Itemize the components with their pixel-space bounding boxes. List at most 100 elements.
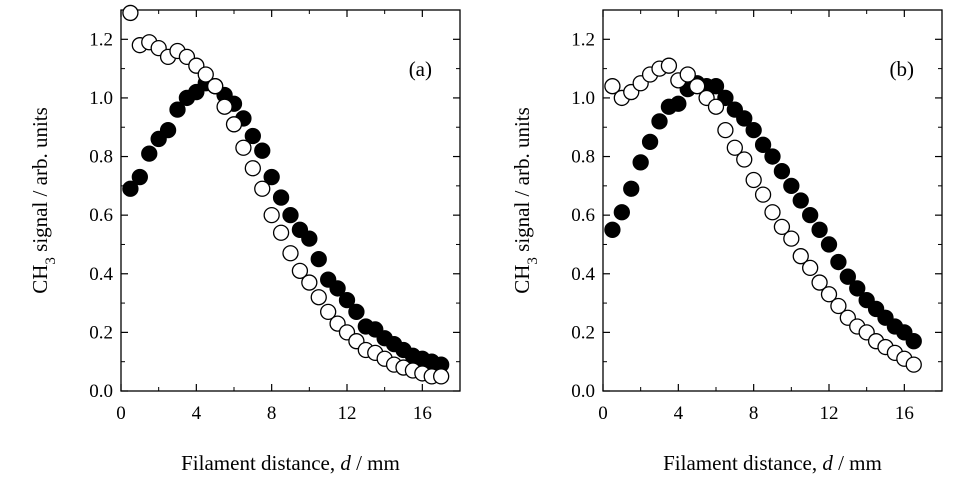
data-point-open xyxy=(679,66,696,83)
data-point-filled xyxy=(131,168,148,186)
data-point-open xyxy=(820,286,838,303)
data-point-open xyxy=(604,78,621,95)
data-point-filled xyxy=(338,291,356,309)
data-point-filled xyxy=(272,189,290,206)
data-point-filled xyxy=(905,333,922,350)
data-point-open xyxy=(802,259,819,277)
x-axis-title: Filament distance, d / mm xyxy=(663,451,882,475)
y-tick-label: 1.2 xyxy=(89,29,113,50)
data-point-open xyxy=(905,356,922,373)
y-tick-label: 1.0 xyxy=(89,88,113,109)
data-point-filled xyxy=(707,78,725,95)
panel-label: (a) xyxy=(409,57,432,81)
x-tick-label: 16 xyxy=(413,403,432,424)
chart-panel-b: 0 4 8 12 16 0.0 0.2 0.4 0.6 0.8 1.0 1.2 Filament dis… xyxy=(510,9,943,475)
x-tick-label: 4 xyxy=(674,403,684,424)
data-point-open xyxy=(433,368,450,385)
y-tick-label: 0.0 xyxy=(571,381,595,402)
data-point-open xyxy=(254,180,271,197)
data-point-open xyxy=(122,4,139,22)
data-point-open xyxy=(745,171,762,189)
x-tick-label: 12 xyxy=(338,403,357,424)
data-point-open xyxy=(773,218,791,236)
x-tick-label: 0 xyxy=(116,403,126,424)
series-filled-circle xyxy=(604,75,922,350)
data-point-open xyxy=(197,66,214,83)
data-point-filled xyxy=(764,148,781,165)
data-point-open xyxy=(783,230,800,247)
data-point-open xyxy=(263,207,280,224)
data-point-open xyxy=(717,122,734,139)
y-tick-label: 0.6 xyxy=(571,205,595,226)
data-point-filled xyxy=(282,207,299,224)
x-tick-label: 12 xyxy=(820,403,839,424)
data-point-open xyxy=(320,303,337,321)
data-point-open xyxy=(689,78,706,95)
data-point-filled xyxy=(839,268,856,285)
data-point-open xyxy=(660,57,678,74)
data-point-filled xyxy=(641,133,659,151)
data-point-filled xyxy=(754,136,772,153)
y-tick-label: 0.0 xyxy=(89,381,113,402)
data-point-open xyxy=(216,98,233,115)
y-tick-label: 1.0 xyxy=(571,88,595,109)
data-point-filled xyxy=(830,253,847,271)
data-point-open xyxy=(830,297,847,315)
data-point-open xyxy=(764,204,781,221)
data-point-filled xyxy=(820,236,838,253)
data-point-open xyxy=(244,160,261,177)
data-point-filled xyxy=(811,221,828,238)
y-tick-label: 0.6 xyxy=(89,205,113,226)
y-tick-label: 0.8 xyxy=(89,147,113,168)
data-point-open xyxy=(282,245,299,262)
data-point-filled xyxy=(169,101,186,118)
data-point-filled xyxy=(802,207,819,224)
y-tick-label: 0.2 xyxy=(571,322,595,343)
data-point-open xyxy=(736,151,753,168)
y-axis-title: CH3 signal / arb. units xyxy=(28,107,59,294)
data-point-filled xyxy=(122,180,139,197)
x-tick-label: 8 xyxy=(267,403,277,424)
data-point-filled xyxy=(310,250,327,268)
data-point-open xyxy=(272,224,290,241)
plot-frame xyxy=(602,9,943,392)
x-axis-title: Filament distance, d / mm xyxy=(181,451,400,475)
y-tick-label: 0.2 xyxy=(89,322,113,343)
data-point-open xyxy=(310,289,327,306)
y-tick-label: 0.4 xyxy=(89,264,113,285)
data-point-open xyxy=(707,98,725,115)
panel-label: (b) xyxy=(890,57,915,81)
data-point-filled xyxy=(301,230,318,247)
data-point-open xyxy=(726,139,743,156)
data-point-open xyxy=(235,139,252,156)
data-point-open xyxy=(792,248,809,265)
data-point-filled xyxy=(604,221,621,238)
data-point-filled xyxy=(736,110,753,127)
y-axis-title: CH3 signal / arb. units xyxy=(510,107,541,294)
x-tick-label: 4 xyxy=(192,403,202,424)
y-tick-label: 1.2 xyxy=(571,29,595,50)
x-tick-label: 16 xyxy=(895,403,914,424)
data-point-filled xyxy=(329,280,346,297)
data-point-filled xyxy=(773,163,791,180)
data-point-open xyxy=(754,186,772,203)
data-point-filled xyxy=(670,95,687,112)
data-point-open xyxy=(225,116,243,133)
x-tick-label: 8 xyxy=(749,403,759,424)
data-point-filled xyxy=(651,113,668,130)
data-point-filled xyxy=(141,145,158,162)
series-open-circle xyxy=(122,4,450,385)
data-point-filled xyxy=(254,142,271,159)
data-point-filled xyxy=(849,280,866,297)
data-point-open xyxy=(301,274,318,291)
data-point-filled xyxy=(613,204,630,221)
data-point-filled xyxy=(792,192,809,209)
data-point-filled xyxy=(632,154,649,171)
data-point-open xyxy=(811,274,828,291)
data-point-filled xyxy=(783,177,800,194)
y-tick-label: 0.4 xyxy=(571,264,595,285)
data-point-open xyxy=(291,262,309,279)
series-filled-circle xyxy=(122,75,450,373)
data-point-filled xyxy=(263,168,280,186)
